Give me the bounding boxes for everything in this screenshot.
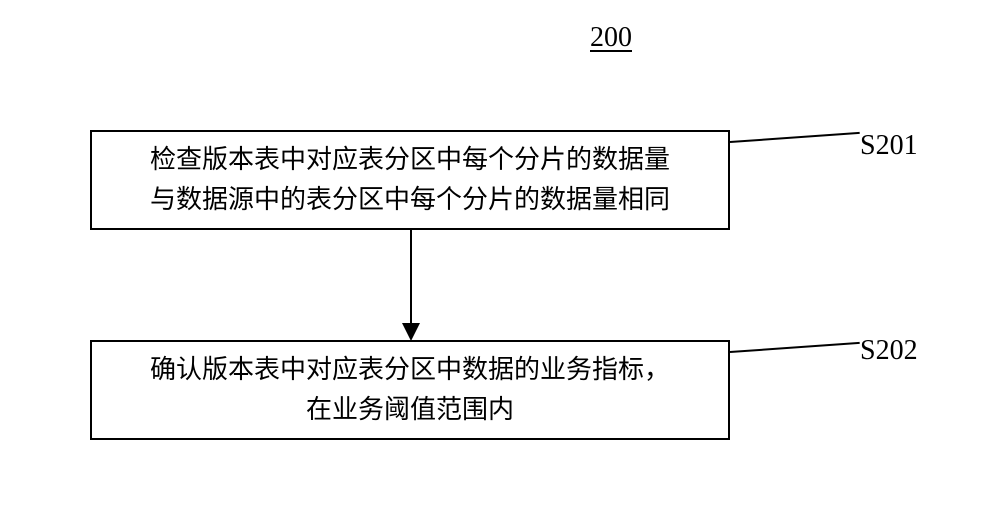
step-label-s201: S201: [860, 130, 918, 162]
flowchart-figure: 200 检查版本表中对应表分区中每个分片的数据量 与数据源中的表分区中每个分片的…: [40, 10, 960, 490]
step-label-s202: S202: [860, 335, 918, 367]
flow-node-s201: 检查版本表中对应表分区中每个分片的数据量 与数据源中的表分区中每个分片的数据量相…: [90, 130, 730, 230]
arrow-head-icon: [402, 323, 420, 341]
figure-number: 200: [590, 22, 632, 54]
arrow-shaft: [410, 230, 412, 325]
leader-line: [730, 132, 860, 143]
node-text-line: 在业务阈值范围内: [306, 390, 514, 430]
leader-line: [730, 342, 860, 353]
node-text-line: 确认版本表中对应表分区中数据的业务指标，: [150, 350, 670, 390]
node-text-line: 检查版本表中对应表分区中每个分片的数据量: [150, 140, 670, 180]
flow-node-s202: 确认版本表中对应表分区中数据的业务指标， 在业务阈值范围内: [90, 340, 730, 440]
node-text-line: 与数据源中的表分区中每个分片的数据量相同: [150, 180, 670, 220]
